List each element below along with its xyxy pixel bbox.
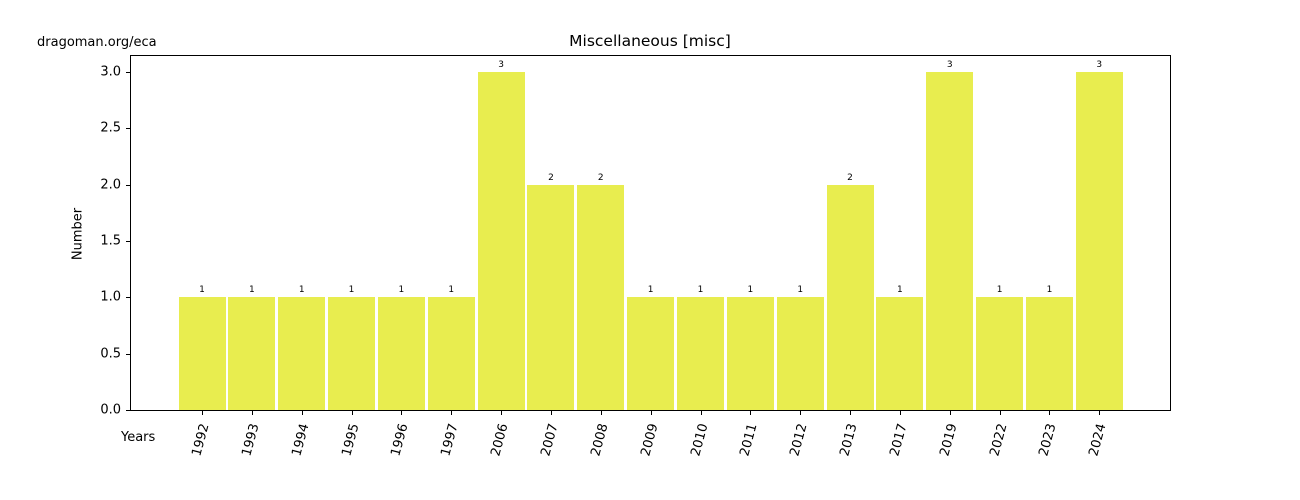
y-tick xyxy=(126,128,131,130)
bar-2012 xyxy=(776,297,824,410)
bar-value-label: 1 xyxy=(747,285,754,296)
x-tick xyxy=(700,410,702,415)
y-tick-label: 2.5 xyxy=(100,120,121,136)
bar-value-label: 1 xyxy=(348,285,355,296)
bar-value-label: 1 xyxy=(398,285,405,296)
x-tick xyxy=(202,410,203,415)
x-tick-label: 2010 xyxy=(687,422,711,458)
bar-2022 xyxy=(976,297,1024,410)
x-tick-label: 2012 xyxy=(787,422,811,458)
bar-2023 xyxy=(1025,297,1073,410)
x-tick xyxy=(251,410,253,415)
x-tick xyxy=(1049,410,1051,415)
x-tick-label: 2011 xyxy=(737,422,761,458)
x-tick xyxy=(550,410,552,415)
y-tick-label: 1.0 xyxy=(100,289,121,305)
y-axis-label: Number xyxy=(70,207,86,261)
bar-2010 xyxy=(677,297,724,410)
x-axis-label: Years xyxy=(121,430,156,445)
x-tick-label: 1997 xyxy=(438,422,462,458)
y-tick xyxy=(126,297,131,299)
bar-2009 xyxy=(627,297,675,410)
x-tick-label: 1995 xyxy=(338,422,363,458)
y-tick-label: 0.0 xyxy=(100,402,121,418)
y-tick xyxy=(126,240,131,242)
bar-value-label: 3 xyxy=(1096,59,1103,70)
x-tick xyxy=(899,410,901,415)
x-tick-label: 2008 xyxy=(588,422,612,458)
y-tick-label: 3.0 xyxy=(100,64,121,80)
bar-value-label: 2 xyxy=(847,172,853,183)
bar-2019 xyxy=(926,71,974,410)
x-tick xyxy=(501,410,503,415)
chart-title: Miscellaneous [misc] xyxy=(569,32,731,50)
x-tick-label: 1994 xyxy=(289,422,313,458)
y-tick xyxy=(126,184,131,186)
x-tick xyxy=(451,410,453,415)
y-tick xyxy=(126,410,131,411)
bar-value-label: 1 xyxy=(248,285,255,296)
watermark: dragoman.org/eca xyxy=(37,35,157,50)
x-tick xyxy=(999,410,1001,415)
x-tick-label: 1996 xyxy=(388,422,412,458)
bar-1995 xyxy=(328,297,376,410)
bar-2008 xyxy=(577,184,625,410)
bar-value-label: 1 xyxy=(996,285,1003,296)
x-tick xyxy=(1099,410,1101,415)
plot-area: 0.0 0.5 1.0 1.5 2.0 2.5 3.0 1 1992 1 1993 1 1994 1 199… xyxy=(100,55,1171,458)
bar-value-label: 3 xyxy=(946,59,953,70)
bar-value-label: 1 xyxy=(797,285,804,296)
bar-value-label: 1 xyxy=(897,285,903,296)
bar-1993 xyxy=(228,297,276,410)
x-tick-label: 1993 xyxy=(239,422,263,458)
bar-value-label: 1 xyxy=(647,285,654,296)
bar-2011 xyxy=(726,297,774,410)
x-tick-label: 1992 xyxy=(189,422,213,458)
bar-1994 xyxy=(278,297,326,410)
x-tick-label: 2017 xyxy=(887,422,911,458)
bar-value-label: 1 xyxy=(199,285,205,296)
x-tick-label: 2007 xyxy=(538,422,562,458)
bar-1996 xyxy=(377,297,425,410)
x-tick-label: 2023 xyxy=(1036,422,1060,458)
y-tick-label: 2.0 xyxy=(100,177,121,193)
bar-1992 xyxy=(178,297,226,410)
bar-value-label: 3 xyxy=(498,59,504,70)
bar-value-label: 1 xyxy=(1046,285,1053,296)
x-tick-label: 2009 xyxy=(638,422,662,458)
x-tick xyxy=(401,410,403,415)
x-tick xyxy=(850,410,852,415)
bar-value-label: 1 xyxy=(298,285,305,296)
y-tick-label: 1.5 xyxy=(100,233,121,249)
x-tick xyxy=(650,410,652,415)
x-tick-label: 2022 xyxy=(987,422,1011,458)
bar-2006 xyxy=(477,71,525,410)
bar-value-label: 1 xyxy=(697,285,704,296)
bar-2007 xyxy=(527,184,575,410)
y-tick xyxy=(126,71,131,73)
x-tick xyxy=(301,410,303,415)
bar-value-label: 2 xyxy=(548,172,554,183)
bar-value-label: 1 xyxy=(448,285,455,296)
bar-value-label: 2 xyxy=(597,172,604,183)
y-tick-label: 0.5 xyxy=(100,346,121,362)
bar-2017 xyxy=(876,297,924,410)
x-tick xyxy=(351,410,353,415)
y-tick xyxy=(126,353,131,355)
x-tick-label: 2006 xyxy=(488,422,512,458)
x-tick-label: 2024 xyxy=(1086,422,1110,458)
x-tick xyxy=(600,410,602,415)
x-tick xyxy=(949,410,951,415)
x-tick-label: 2019 xyxy=(937,422,961,458)
x-tick-label: 2013 xyxy=(837,422,861,458)
bar-2024 xyxy=(1075,71,1123,410)
x-tick xyxy=(750,410,752,415)
x-tick xyxy=(800,410,802,415)
bar-2013 xyxy=(826,184,874,410)
bar-1997 xyxy=(427,297,475,410)
